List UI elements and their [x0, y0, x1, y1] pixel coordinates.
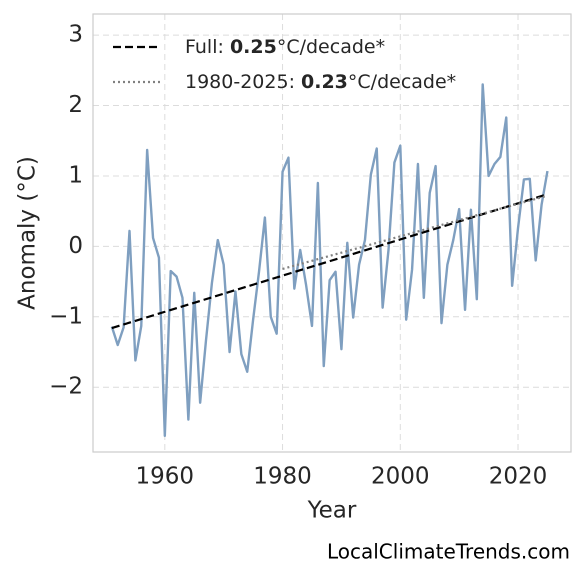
- y-tick-label: −1: [49, 303, 83, 329]
- y-tick-label: 3: [68, 22, 83, 48]
- x-tick-label: 2020: [489, 464, 548, 490]
- trend-line: [282, 194, 548, 270]
- legend-label-part: 0.23: [301, 71, 348, 93]
- x-axis-label: Year: [307, 498, 357, 524]
- legend-label: Full: 0.25°C/decade*: [185, 36, 385, 58]
- y-tick-label: 2: [68, 92, 83, 118]
- y-tick-label: 1: [68, 162, 83, 188]
- y-axis-label: Anomaly (°C): [15, 156, 41, 310]
- legend-label: 1980-2025: 0.23°C/decade*: [185, 71, 456, 93]
- y-tick-label: 0: [68, 233, 83, 259]
- legend-label-part: °C/decade*: [277, 36, 385, 58]
- x-tick-label: 1980: [253, 464, 312, 490]
- legend-label-part: 0.25: [230, 36, 277, 58]
- trend-line: [111, 193, 548, 330]
- legend-label-part: Full:: [185, 36, 230, 58]
- data-line: [110, 83, 549, 438]
- legend-label-part: 1980-2025:: [185, 71, 301, 93]
- x-tick-label: 2000: [371, 464, 430, 490]
- y-tick-label: −2: [49, 374, 83, 400]
- legend-label-part: °C/decade*: [348, 71, 456, 93]
- source: LocalClimateTrends.com: [327, 540, 570, 564]
- x-tick-label: 1960: [136, 464, 195, 490]
- plot-frame: [92, 13, 572, 453]
